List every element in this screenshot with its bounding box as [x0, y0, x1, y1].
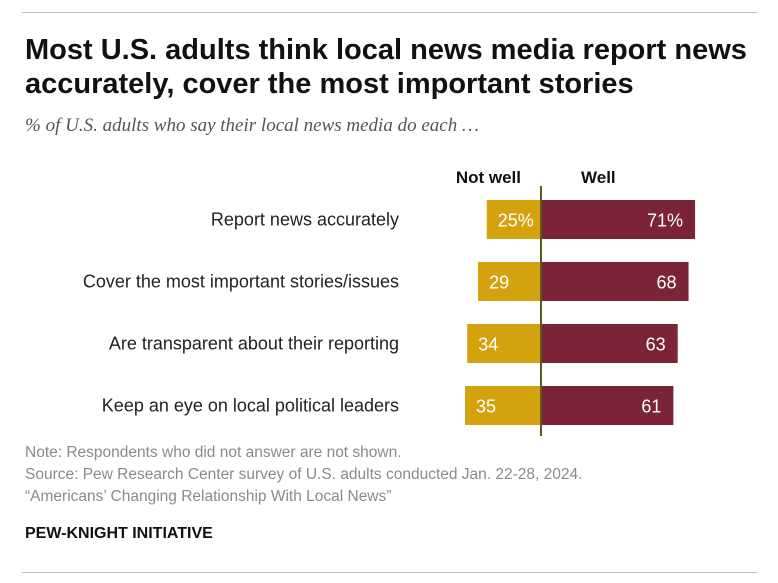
chart-notes: Note: Respondents who did not answer are…: [25, 442, 755, 508]
bar-label-well: 71%: [647, 211, 683, 231]
bar-well: [541, 324, 678, 363]
bar-label-well: 61: [641, 397, 661, 417]
top-rule: [22, 12, 757, 13]
legend-well: Well: [581, 168, 616, 187]
chart-title: Most U.S. adults think local news media …: [25, 34, 747, 100]
bar-not-well: [465, 386, 541, 425]
diverging-bar-chart: Not well Well Report news accurately 25% 71%…: [83, 168, 696, 436]
source-text: Source: Pew Research Center survey of U.…: [25, 466, 583, 483]
bar-label-not-well: 25%: [498, 211, 534, 231]
bar-label-not-well: 29: [489, 273, 509, 293]
category-label: Keep an eye on local political leaders: [102, 396, 399, 416]
bar-well: [541, 262, 689, 301]
legend-not-well: Not well: [456, 168, 521, 187]
category-label: Cover the most important stories/issues: [83, 272, 399, 292]
bar-not-well: [486, 200, 541, 239]
brand-logo-text: PEW-KNIGHT INITIATIVE: [25, 525, 213, 542]
bar-label-well: 68: [657, 273, 677, 293]
note-text: Note: Respondents who did not answer are…: [25, 444, 402, 461]
category-label: Report news accurately: [211, 210, 399, 230]
bar-label-well: 63: [646, 335, 666, 355]
bottom-rule: [22, 572, 757, 573]
bar-label-not-well: 35: [476, 397, 496, 417]
bar-label-not-well: 34: [478, 335, 498, 355]
bar-well: [541, 386, 674, 425]
bar-well: [541, 200, 696, 239]
bar-not-well: [467, 324, 541, 363]
chart-subtitle: % of U.S. adults who say their local new…: [25, 115, 479, 136]
report-title-text: “Americans’ Changing Relationship With L…: [25, 488, 392, 505]
category-label: Are transparent about their reporting: [109, 334, 399, 354]
bar-not-well: [478, 262, 541, 301]
